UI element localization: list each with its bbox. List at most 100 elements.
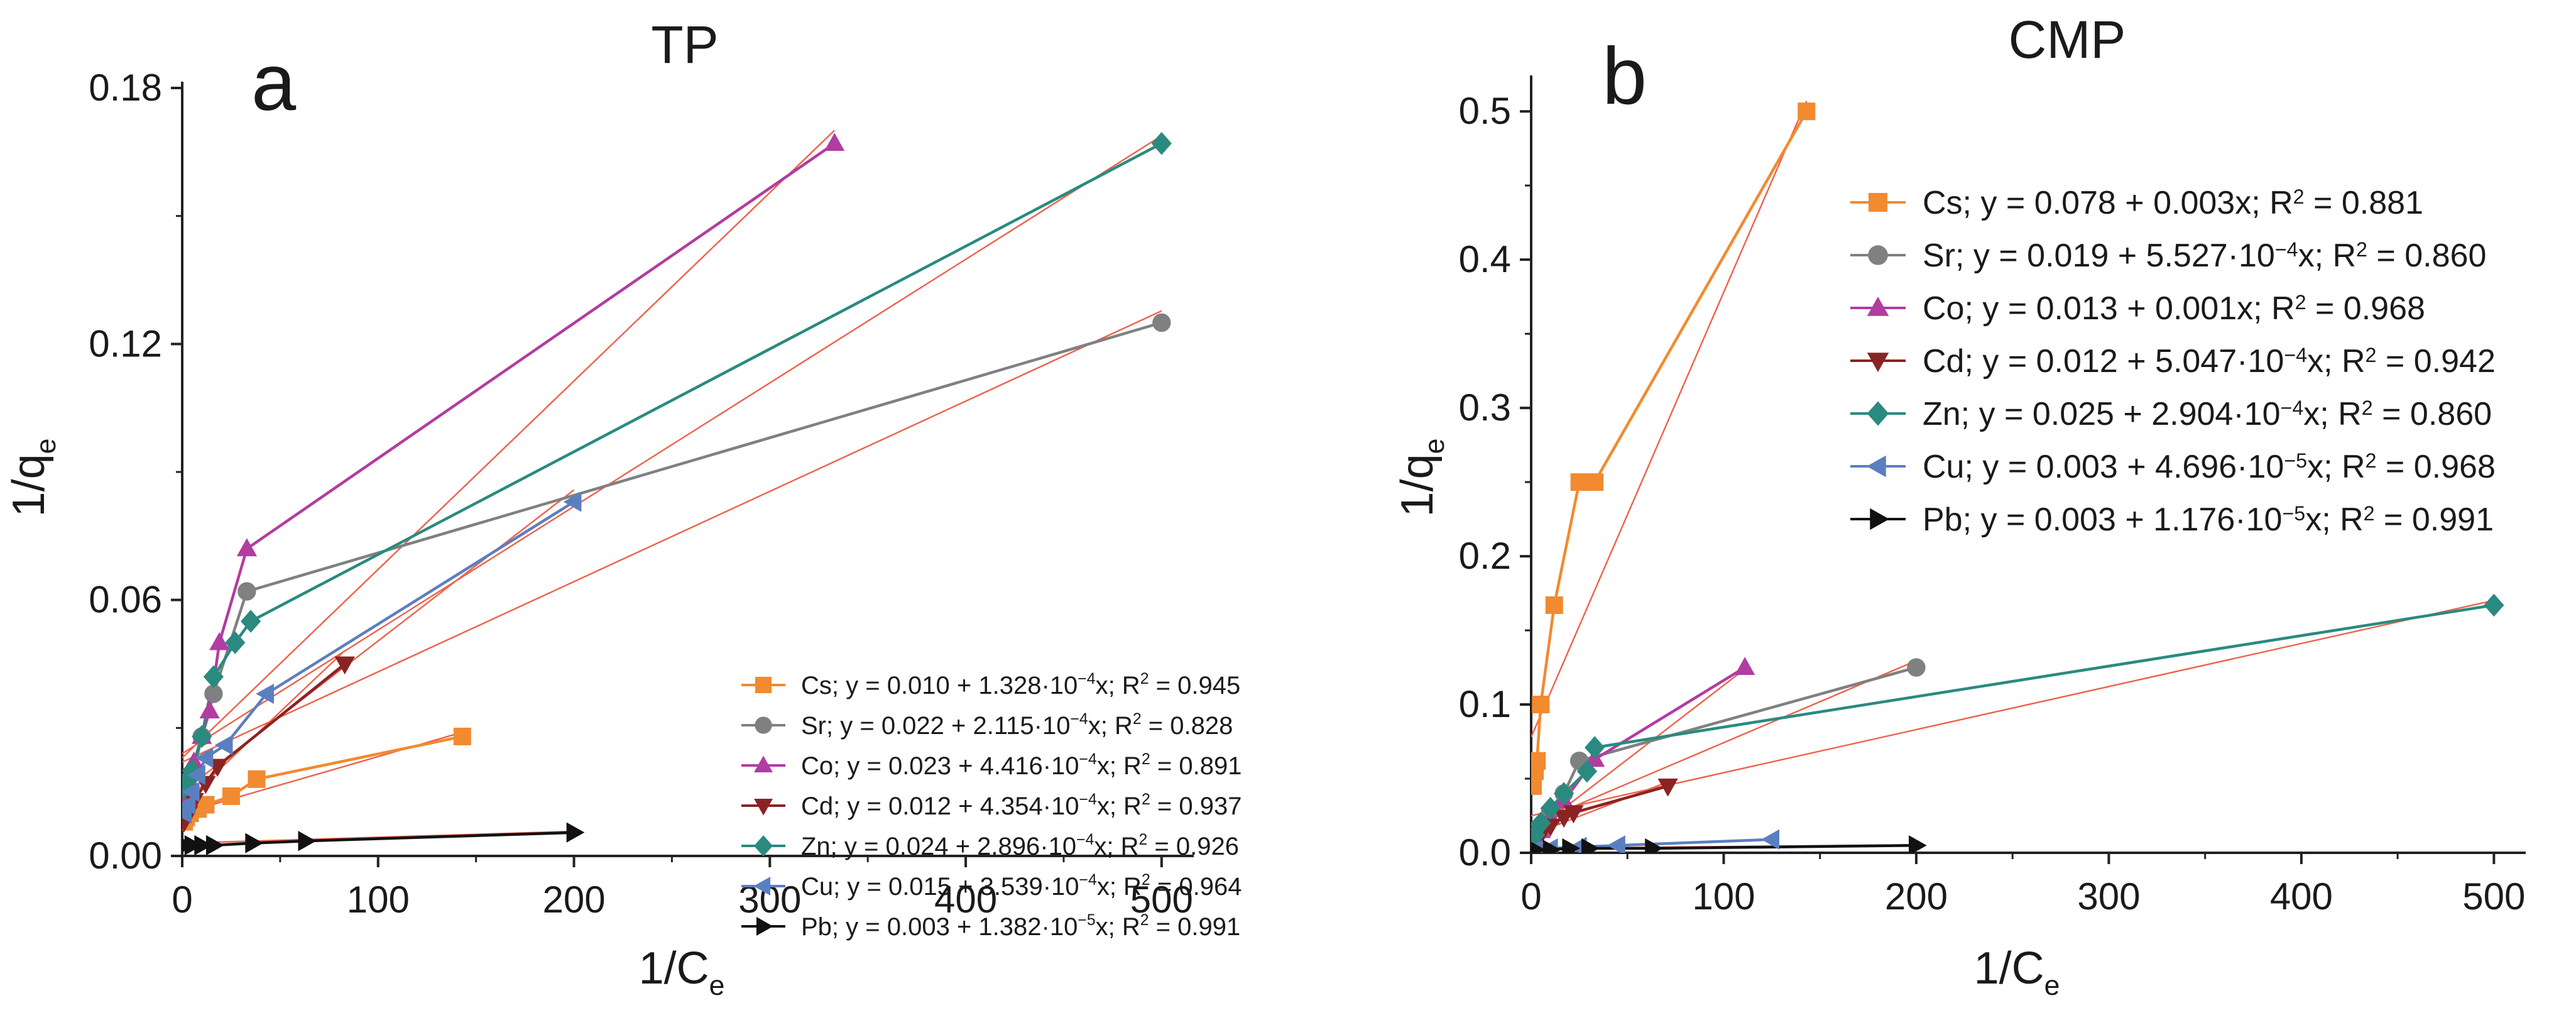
data-point-cs-a: [453, 727, 471, 745]
x-axis-title-b: 1/Ce: [1974, 943, 2060, 1001]
legend-marker-co-b: [1867, 297, 1889, 316]
x-tick-label-b: 100: [1692, 875, 1755, 918]
x-axis-title-sub-b: e: [2044, 970, 2060, 1001]
data-point-co-a: [209, 632, 230, 650]
data-point-cs-b: [1532, 696, 1550, 714]
data-point-cu-b: [1761, 829, 1779, 850]
legend-label-r2-sup: 2: [1140, 671, 1149, 688]
legend-label-r2-sup: 2: [2356, 238, 2367, 261]
legend-label-exponent: −4: [2281, 397, 2304, 419]
legend-label-main: Cd; y = 0.012 + 4.354·10: [801, 792, 1079, 820]
data-point-zn-b: [1531, 811, 1551, 835]
legend-marker-co-a: [754, 755, 773, 773]
legend-label-main: Cu; y = 0.015 + 3.539·10: [801, 873, 1079, 901]
x-tick-label-a: 200: [542, 879, 605, 921]
legend-label-exponent: −4: [1076, 831, 1094, 848]
data-point-cu-a: [563, 491, 582, 512]
legend-label-r2-sup: 2: [2293, 185, 2305, 208]
data-point-zn-b: [1554, 782, 1575, 805]
data-point-zn-a: [192, 725, 212, 748]
data-point-pb-b: [1531, 841, 1546, 853]
legend-label-cd-a: Cd; y = 0.012 + 4.354·10−4x; R2 = 0.937: [801, 791, 1242, 820]
legend-marker-cu-b: [1867, 455, 1886, 478]
legend-label-tail: x; R: [2298, 238, 2356, 274]
data-point-pb-b: [1542, 840, 1561, 853]
data-point-zn-b: [1585, 736, 1605, 759]
data-point-zn-a: [225, 631, 246, 654]
legend-marker-cd-a: [754, 798, 773, 816]
legend-marker-cd-b: [1867, 353, 1889, 372]
data-point-cu-a: [182, 794, 196, 815]
data-point-cs-b: [1586, 473, 1604, 491]
legend-label-r2-sup: 2: [2366, 449, 2377, 472]
legend-label-cu-a: Cu; y = 0.015 + 3.539·10−4x; R2 = 0.964: [801, 872, 1242, 901]
data-point-pb-a: [566, 822, 585, 843]
data-point-cu-a: [187, 764, 205, 786]
data-point-cs-b: [1570, 473, 1588, 491]
y-tick-label-b: 0.5: [1459, 90, 1511, 132]
legend-label-exponent: −4: [1078, 671, 1095, 688]
legend-label-tail: x; R: [1097, 873, 1142, 901]
legend-label-pb-a: Pb; y = 0.003 + 1.382·10−5x; R2 = 0.991: [801, 912, 1240, 941]
legend-label-main: Sr; y = 0.022 + 2.115·10: [801, 712, 1070, 740]
y-tick-label-a: 0.00: [89, 835, 162, 877]
legend-label-value: = 0.968: [2376, 449, 2495, 485]
x-tick-label-a: 500: [1130, 879, 1193, 921]
legend-label-value: = 0.945: [1149, 672, 1241, 699]
legend-label-cs-a: Cs; y = 0.010 + 1.328·10−4x; R2 = 0.945: [801, 671, 1240, 699]
legend-label-tail: x; R: [2305, 502, 2363, 538]
legend-label-value: = 0.964: [1150, 873, 1242, 901]
y-axis-title-sub-b: e: [1419, 439, 1450, 454]
y-axis-title-main-a: 1/q: [4, 454, 54, 517]
legend-label-r2-sup: 2: [1133, 711, 1142, 728]
fit-line-cs-b: [1531, 101, 1808, 738]
legend-label-main: Cu; y = 0.003 + 4.696·10: [1923, 449, 2284, 485]
legend-label-value: = 0.942: [2376, 343, 2495, 380]
legend-label-tail: x; R: [2307, 343, 2365, 380]
x-axis-title-a: 1/Ce: [639, 943, 725, 1001]
y-axis-title-main-b: 1/q: [1392, 454, 1443, 517]
plot-area-a: [182, 129, 1172, 856]
data-point-cd-b: [1563, 805, 1584, 824]
y-axis-title-b: 1/qe: [1392, 439, 1450, 517]
legend-label-tail: x; R: [1097, 752, 1142, 780]
panel-letter-a: a: [251, 38, 297, 128]
legend-marker-sr-b: [1868, 245, 1888, 265]
legend-label-value: = 0.860: [2367, 238, 2486, 274]
data-point-cs-b: [1531, 777, 1542, 795]
y-tick-label-a: 0.12: [89, 322, 162, 365]
legend-label-sr-b: Sr; y = 0.019 + 5.527·10−4x; R2 = 0.860: [1923, 238, 2486, 274]
fit-line-sr-a: [182, 310, 1162, 763]
panel-letter-b: b: [1602, 31, 1647, 121]
legend-label-exponent: −4: [1079, 791, 1097, 808]
legend-label-value: = 0.968: [2306, 290, 2425, 327]
legend-label-co-a: Co; y = 0.023 + 4.416·10−4x; R2 = 0.891: [801, 751, 1242, 780]
legend-label-exponent: −4: [1079, 872, 1097, 889]
fit-line-zn-b: [1531, 600, 2494, 817]
y-tick-label-b: 0.0: [1459, 831, 1511, 874]
legend-label-value: = 0.991: [1149, 913, 1241, 941]
legend-label-sr-a: Sr; y = 0.022 + 2.115·10−4x; R2 = 0.828: [801, 711, 1233, 740]
data-point-sr-a: [204, 684, 223, 703]
panel-title-a: TP: [651, 15, 718, 74]
legend-label-tail: x; R: [2303, 396, 2361, 432]
legend-label-r2-sup: 2: [2364, 502, 2375, 525]
data-point-cs-b: [1531, 752, 1546, 770]
legend-label-tail: x; R: [2307, 449, 2365, 485]
legend-label-main: Pb; y = 0.003 + 1.382·10: [801, 913, 1078, 941]
legend-label-value: = 0.828: [1142, 712, 1233, 740]
data-point-sr-a: [237, 582, 256, 601]
legend-label-exponent: −4: [2284, 344, 2307, 366]
data-point-pb-a: [298, 831, 317, 852]
legend-a: Cs; y = 0.010 + 1.328·10−4x; R2 = 0.945 S…: [741, 671, 1242, 941]
data-point-cs-b: [1545, 596, 1563, 614]
fit-line-sr-b: [1531, 660, 1917, 826]
legend-label-main: Sr; y = 0.019 + 5.527·10: [1923, 238, 2275, 274]
data-point-pb-a: [205, 835, 224, 856]
data-point-cs-a: [248, 770, 266, 788]
legend-label-main: Co; y = 0.013 + 0.001x; R: [1923, 290, 2295, 327]
legend-label-main: Pb; y = 0.003 + 1.176·10: [1923, 502, 2282, 538]
data-point-pb-b: [1581, 838, 1600, 853]
legend-label-value: = 0.926: [1147, 833, 1239, 860]
